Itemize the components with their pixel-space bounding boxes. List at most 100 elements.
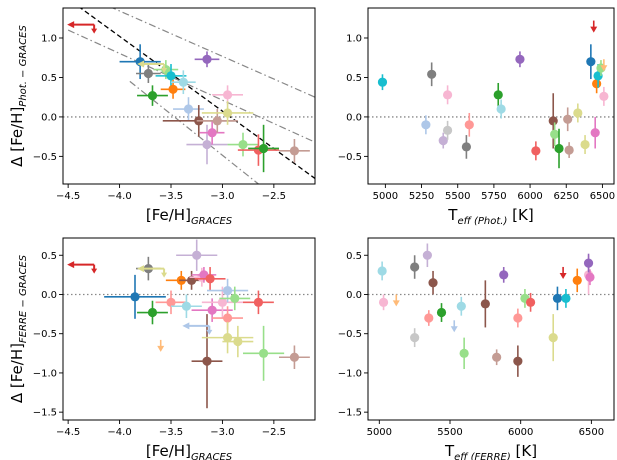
data-point bbox=[580, 135, 590, 155]
point-marker bbox=[178, 77, 188, 87]
upper-limit-arrow bbox=[450, 320, 458, 333]
arrow-head bbox=[392, 300, 400, 307]
x-tick-label: −4.5 bbox=[56, 427, 80, 438]
point-marker bbox=[202, 356, 212, 366]
data-point bbox=[176, 239, 218, 271]
y-tick-label: −0.5 bbox=[338, 152, 362, 163]
plot-frame bbox=[62, 237, 316, 421]
point-marker bbox=[130, 292, 140, 302]
point-marker bbox=[233, 336, 243, 347]
data-point bbox=[438, 132, 448, 149]
data-point bbox=[421, 115, 431, 135]
data-point bbox=[377, 74, 388, 91]
subplot-p3: −4.5 −4.0 −3.5 −3.0 −2.5 −1.5 −1.0 −0.5 0.0 0.5 [F… bbox=[8, 237, 316, 460]
data-point bbox=[548, 314, 558, 362]
subplot-p4: 5000 5500 6000 6500 −1.5 −1.0 −0.5 0.0 0.5 Teff (… bbox=[338, 237, 615, 460]
x-tick-label: 6500 bbox=[590, 191, 615, 202]
subplot-p2: 5000 5250 5500 5750 6000 6250 6500 −0.5 0.0 0.5 1.… bbox=[338, 7, 615, 227]
data-point bbox=[548, 93, 558, 149]
upper-limit-arrow bbox=[157, 339, 165, 352]
point-marker bbox=[480, 299, 490, 309]
point-marker bbox=[552, 293, 563, 304]
point-marker bbox=[378, 297, 389, 307]
data-point bbox=[237, 134, 279, 166]
point-marker bbox=[548, 116, 558, 126]
point-marker bbox=[217, 297, 228, 307]
arrow-head bbox=[600, 65, 608, 72]
x-tick-label: 5250 bbox=[409, 191, 434, 202]
data-point bbox=[585, 269, 595, 286]
point-marker bbox=[436, 307, 447, 318]
data-point bbox=[248, 124, 279, 173]
x-tick-label: 6500 bbox=[579, 427, 604, 438]
y-axis-label: Δ [Fe/H]Phot. − GRACES bbox=[8, 25, 29, 167]
point-marker bbox=[207, 128, 217, 138]
data-point bbox=[515, 51, 525, 68]
data-point bbox=[410, 255, 420, 279]
arrow-head-down bbox=[206, 329, 213, 335]
point-marker bbox=[561, 293, 571, 304]
arrow-head bbox=[137, 265, 145, 273]
data-point bbox=[513, 345, 523, 377]
data-point bbox=[194, 267, 226, 291]
point-marker bbox=[438, 135, 448, 146]
arrow-head bbox=[67, 261, 75, 269]
data-point bbox=[513, 308, 523, 328]
point-marker bbox=[238, 139, 248, 150]
point-marker bbox=[586, 57, 596, 67]
data-point bbox=[377, 261, 387, 281]
x-axis-label: [Fe/H]GRACES bbox=[146, 442, 233, 460]
point-marker bbox=[222, 108, 233, 118]
point-marker bbox=[222, 90, 233, 100]
point-marker bbox=[258, 143, 269, 154]
arrow-head-down bbox=[161, 68, 168, 74]
x-tick-label: −4.5 bbox=[56, 191, 80, 202]
data-point bbox=[191, 314, 223, 409]
y-tick-label: 0.5 bbox=[41, 73, 57, 84]
point-marker bbox=[493, 90, 503, 100]
point-marker bbox=[583, 258, 594, 268]
y-tick-label: 0.5 bbox=[41, 251, 57, 262]
point-marker bbox=[147, 307, 158, 318]
data-point bbox=[436, 303, 447, 322]
data-point bbox=[464, 112, 474, 137]
y-tick-label: 0.5 bbox=[346, 251, 362, 262]
data-point bbox=[442, 85, 453, 105]
y-tick-label: −0.5 bbox=[33, 329, 57, 340]
point-marker bbox=[464, 120, 474, 130]
arrow-head-down bbox=[91, 268, 98, 274]
y-tick-label: 1.0 bbox=[41, 33, 57, 44]
arrow-head bbox=[67, 21, 75, 29]
data-point bbox=[104, 274, 166, 319]
point-marker bbox=[550, 129, 560, 139]
data-point bbox=[480, 280, 490, 328]
point-marker bbox=[222, 333, 233, 343]
point-marker bbox=[377, 266, 387, 276]
y-axis-label: Δ [Fe/H]FERRE − GRACES bbox=[8, 254, 29, 403]
data-point bbox=[561, 288, 571, 308]
y-tick-label: 0.0 bbox=[41, 290, 57, 301]
point-marker bbox=[258, 348, 269, 358]
x-tick-label: −4.0 bbox=[107, 191, 131, 202]
plot-frame bbox=[62, 7, 316, 185]
data-point bbox=[459, 337, 469, 370]
point-marker bbox=[442, 125, 453, 135]
point-marker bbox=[289, 146, 300, 156]
point-marker bbox=[427, 69, 437, 79]
upper-limit-arrow bbox=[137, 60, 168, 74]
data-point bbox=[496, 99, 506, 119]
data-point bbox=[201, 321, 254, 354]
plot-frame bbox=[367, 237, 615, 421]
x-tick-label: −3.5 bbox=[159, 191, 183, 202]
y-tick-label: 1.0 bbox=[346, 33, 362, 44]
data-point bbox=[422, 243, 432, 268]
point-marker bbox=[513, 313, 523, 323]
data-point bbox=[279, 345, 310, 370]
data-point bbox=[201, 101, 254, 125]
data-point bbox=[428, 270, 438, 295]
data-point bbox=[493, 82, 503, 107]
data-point bbox=[442, 120, 453, 140]
data-point bbox=[456, 296, 466, 316]
x-tick-label: 6250 bbox=[554, 191, 579, 202]
